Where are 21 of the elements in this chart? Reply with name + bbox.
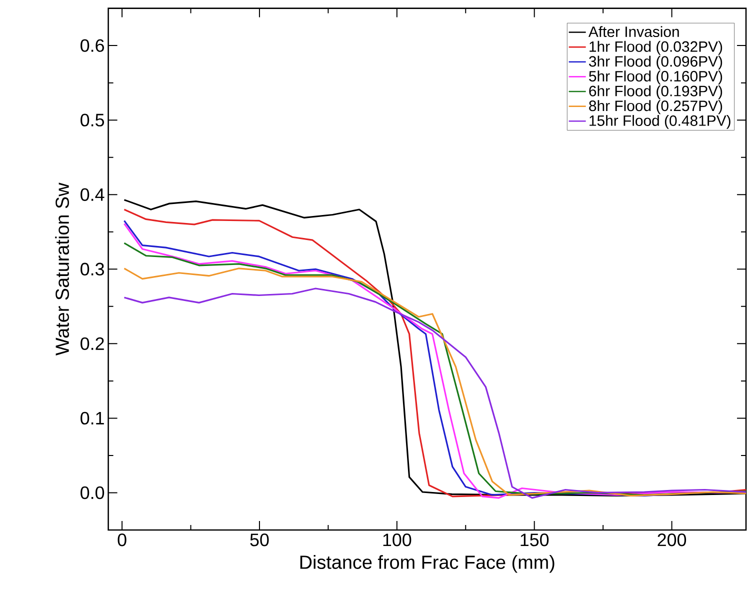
x-tick-label: 100 — [383, 534, 412, 546]
legend-label: 1hr Flood (0.032PV) — [590, 40, 722, 55]
x-tick-label: 50 — [250, 534, 269, 546]
y-tick-label: 0.2 — [80, 337, 104, 350]
y-tick-label: 0.5 — [80, 114, 104, 126]
legend-label: 15hr Flood (0.481PV) — [590, 114, 730, 129]
legend-label: After Invasion — [588, 26, 679, 38]
y-tick-label: 0.3 — [80, 262, 104, 276]
x-tick-label: 150 — [520, 534, 549, 546]
x-axis-title: Distance from Frac Face (mm) — [300, 555, 554, 573]
legend-label: 5hr Flood (0.160PV) — [589, 70, 722, 84]
y-tick-label: 0.4 — [80, 188, 104, 201]
legend-label: 3hr Flood (0.096PV) — [589, 56, 722, 70]
y-tick-label: 0.0 — [80, 486, 104, 500]
y-tick-label: 0.6 — [80, 39, 104, 52]
x-tick-label: 0 — [118, 534, 126, 546]
y-axis-title: Water Saturation Sw — [55, 182, 70, 356]
y-tick-label: 0.1 — [80, 412, 104, 425]
legend-label: 8hr Flood (0.257PV) — [589, 100, 722, 114]
legend-label: 6hr Flood (0.193PV) — [589, 85, 722, 100]
x-tick-label: 200 — [658, 534, 686, 546]
